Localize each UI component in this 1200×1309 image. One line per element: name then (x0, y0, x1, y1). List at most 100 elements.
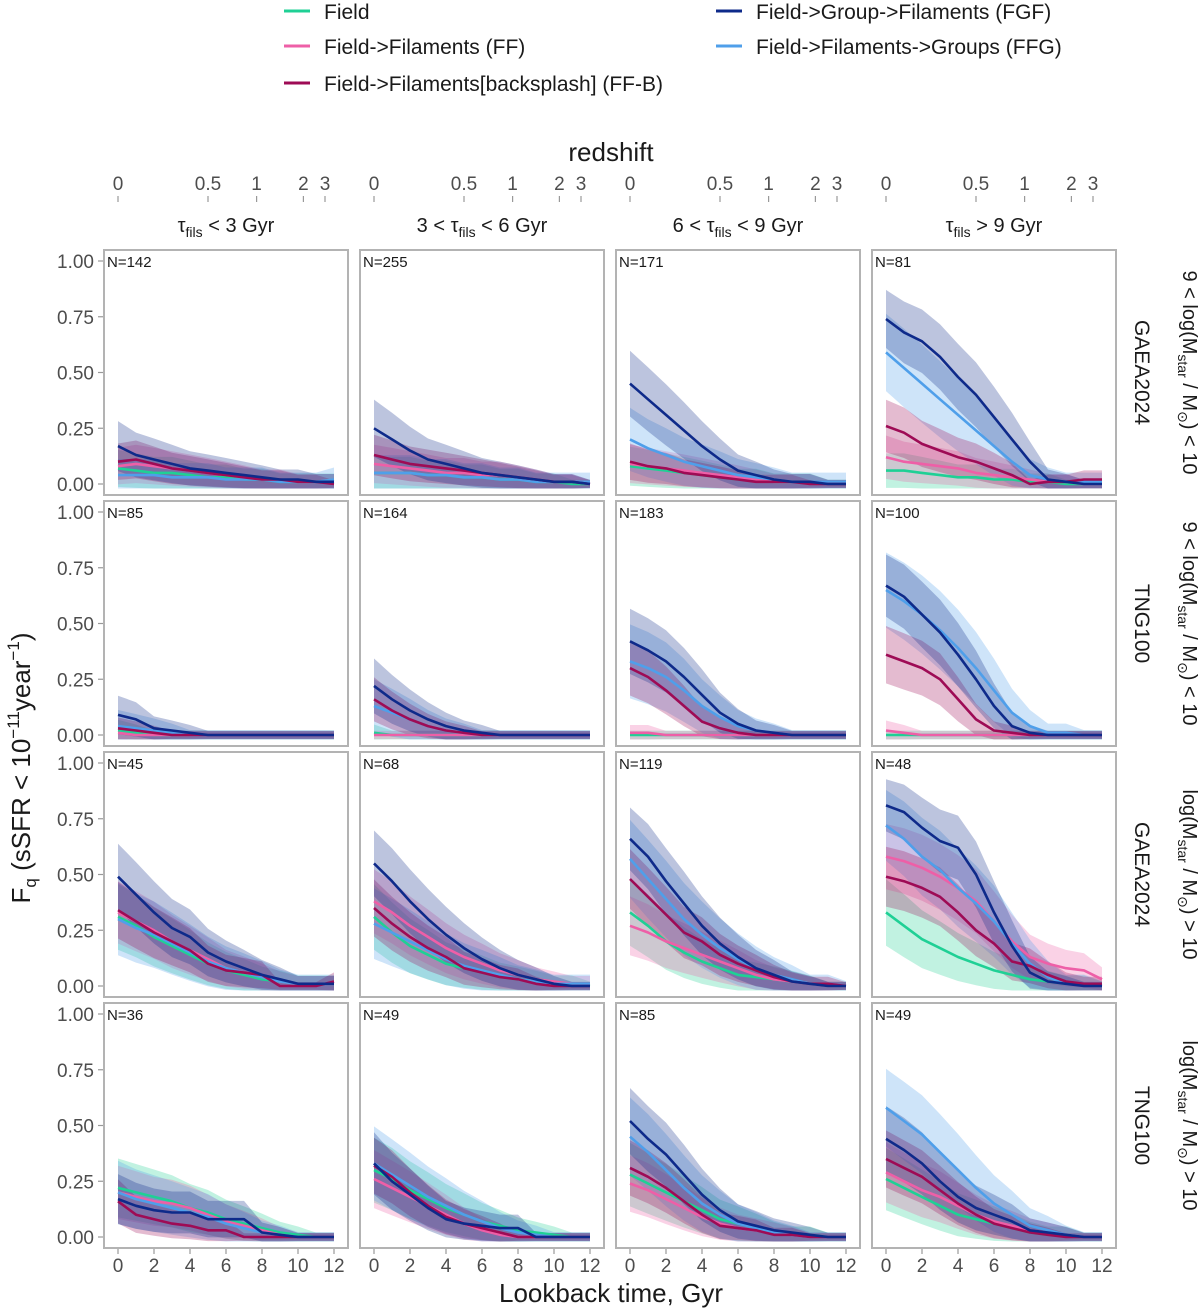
row-header-mass-sun: ⊙ (1175, 662, 1191, 674)
panel-r3-c1: N=45 (103, 751, 349, 998)
series-lines (629, 837, 847, 988)
series-line-ffb (629, 460, 846, 486)
y-tick-label: 0.00 (57, 726, 94, 747)
row-header-sim-group: GAEA2024 (1130, 320, 1153, 425)
band-field (118, 884, 334, 991)
redshift-tick-label: 3 (576, 174, 587, 195)
redshift-axis-title: redshift (568, 137, 654, 167)
y-tick-label: 0.00 (57, 1228, 94, 1249)
series-line-fgf (629, 1120, 846, 1239)
panel-plot-area (885, 289, 1102, 489)
x-tick-label: 0 (881, 1256, 892, 1277)
column-header-range: < 9 Gyr (732, 215, 804, 237)
panel-frame (871, 249, 1117, 496)
series-lines (885, 584, 1102, 737)
band-ffb (374, 1137, 590, 1242)
row-header-mass-pre: log(M (1178, 789, 1200, 839)
row-header-mass: 9 < log(Mstar / M⊙) < 10 (1175, 521, 1200, 725)
band-fgf (630, 350, 846, 489)
row-header-mass-mid: / M (1178, 378, 1200, 411)
y-tick-label: 0.50 (57, 615, 94, 636)
band-fgf (374, 1132, 590, 1242)
row-header-mass-sun: ⊙ (1175, 896, 1191, 908)
panel-r2-c3: N=183 (615, 500, 861, 747)
y-axis-title-tail: year (6, 660, 36, 711)
redshift-tick-label: 3 (320, 174, 331, 195)
panels: N=142 N=255 N=171 N=81 N=85 N=164 N=183 N=100 N=… (103, 249, 1117, 1249)
panel-plot-area (885, 1068, 1102, 1242)
series-lines (373, 427, 591, 486)
band-ffg (886, 552, 1102, 740)
panel-background (872, 1003, 1116, 1248)
x-tick-label: 6 (477, 1256, 488, 1277)
series-lines (373, 862, 591, 988)
column-header-tau: τ (707, 215, 715, 237)
band-field (630, 1142, 846, 1242)
band-ffg (886, 313, 1102, 489)
band-ff (630, 896, 846, 991)
row-header-sim-group: TNG100 (1130, 1086, 1153, 1165)
confidence-bands (886, 1068, 1102, 1242)
series-lines (629, 382, 846, 486)
row-header-mass-sun: ⊙ (1175, 411, 1191, 423)
series-line-ffb (117, 458, 335, 486)
x-tick-label: 10 (287, 1256, 308, 1277)
row-header-sim: TNG100 (1130, 1086, 1153, 1165)
band-fgf (886, 554, 1102, 740)
series-line-ffb (373, 907, 590, 988)
panel-plot-area (117, 421, 335, 489)
band-ffb (630, 1140, 846, 1242)
band-ff (374, 1150, 590, 1242)
band-fgf (630, 807, 846, 991)
band-ffg (374, 1126, 590, 1242)
row-header-mass: 9 < log(Mstar / M⊙) < 10 (1175, 270, 1200, 474)
panel-plot-area (373, 1126, 590, 1242)
panel-count-label: N=36 (107, 1007, 143, 1024)
series-line-fgf (885, 584, 1102, 737)
column-header-sub: fils (459, 224, 476, 240)
panel-background (104, 752, 348, 997)
confidence-bands (630, 1088, 846, 1242)
band-ff (630, 1155, 846, 1242)
x-tick-label: 6 (221, 1256, 232, 1277)
x-tick-label: 2 (405, 1256, 416, 1277)
row-header-mass-mid: / M (1178, 629, 1200, 662)
x-tick-label: 0 (625, 1256, 636, 1277)
band-fgf (630, 608, 846, 740)
series-line-fgf (117, 444, 334, 484)
x-tick-label: 4 (441, 1256, 452, 1277)
x-tick-label: 4 (697, 1256, 708, 1277)
panel-r3-c4: N=48 (871, 751, 1117, 998)
band-field (118, 1158, 334, 1242)
column-header-prefix: 6 < (673, 215, 707, 237)
row-header-mass-group: 9 < log(Mstar / M⊙) < 10 (1175, 270, 1200, 474)
y-tick-label: 0.25 (57, 670, 94, 691)
series-line-fgf (885, 804, 1102, 988)
redshift-tick-label: 0 (113, 174, 124, 195)
panel-r4-c4: N=49 (871, 1002, 1117, 1249)
row-header-mass-sub: star (1175, 354, 1191, 378)
legend-label-ffb: Field->Filaments[backsplash] (FF-B) (324, 73, 663, 96)
panel-plot-area (373, 830, 591, 991)
panel-count-label: N=100 (875, 505, 920, 522)
row-header-mass: log(Mstar / M⊙) > 10 (1175, 789, 1200, 959)
band-ffb (118, 881, 334, 991)
y-tick-label: 0.50 (57, 364, 94, 385)
band-ff (630, 444, 846, 489)
band-fgf (630, 1088, 846, 1242)
series-line-fgf (117, 1197, 334, 1239)
row-header-mass-sun: ⊙ (1175, 1147, 1191, 1159)
panel-frame (871, 1002, 1117, 1249)
redshift-tick-label: 3 (832, 174, 843, 195)
x-tick-label: 6 (733, 1256, 744, 1277)
panel-plot-area (629, 807, 847, 991)
band-field (886, 879, 1102, 991)
x-tick-label: 4 (953, 1256, 964, 1277)
series-lines (117, 875, 335, 988)
panel-frame (103, 1002, 349, 1249)
x-tick-label: 2 (661, 1256, 672, 1277)
x-axis-title: Lookback time, Gyr (499, 1278, 723, 1308)
series-line-fgf (885, 1137, 1102, 1239)
band-ffb (886, 1130, 1102, 1242)
series-lines (117, 1186, 334, 1239)
